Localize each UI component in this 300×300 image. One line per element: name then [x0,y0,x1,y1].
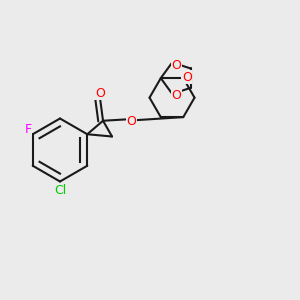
Text: O: O [172,59,182,72]
Text: Cl: Cl [54,184,66,197]
Text: O: O [95,87,105,100]
Text: O: O [182,71,192,84]
Text: F: F [25,123,32,136]
Text: O: O [172,89,182,102]
Text: O: O [127,115,136,128]
